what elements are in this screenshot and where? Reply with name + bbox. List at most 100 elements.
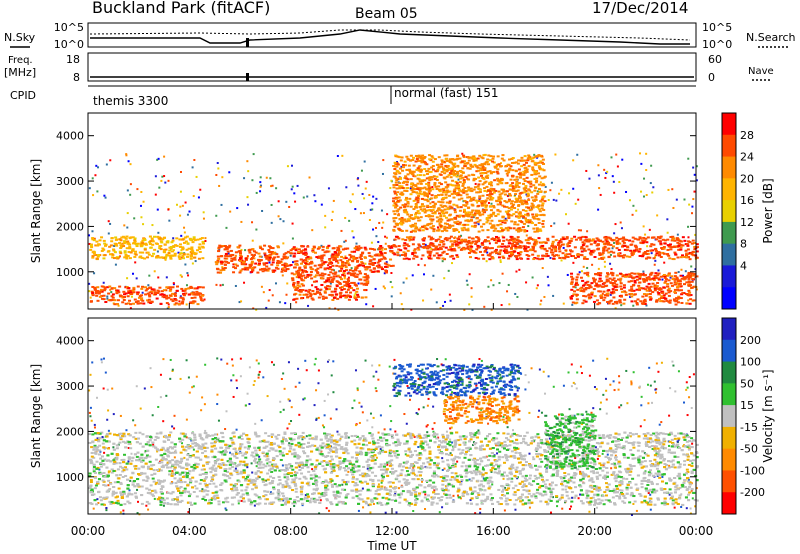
data-cell <box>477 183 481 186</box>
data-cell <box>481 243 485 246</box>
data-cell <box>651 282 655 285</box>
data-cell <box>639 300 643 303</box>
data-cell <box>687 256 691 259</box>
data-cell <box>112 257 116 260</box>
data-cell <box>531 216 535 219</box>
data-cell <box>592 280 596 283</box>
data-cell <box>342 280 346 283</box>
data-cell <box>468 249 472 252</box>
scatter-cell <box>111 494 114 497</box>
data-cell <box>408 171 412 174</box>
data-cell <box>429 257 433 260</box>
scatter-cell <box>347 436 350 439</box>
data-cell <box>185 235 189 238</box>
data-cell <box>393 201 397 204</box>
data-cell <box>171 254 175 257</box>
scatter-cell <box>379 447 382 450</box>
data-cell <box>677 296 681 299</box>
data-cell <box>625 255 629 258</box>
data-cell <box>501 242 505 245</box>
data-cell <box>516 223 520 226</box>
data-cell <box>518 212 522 215</box>
data-cell <box>336 246 340 249</box>
data-cell <box>652 278 656 281</box>
scatter-cell <box>270 221 273 224</box>
data-cell <box>265 265 269 268</box>
data-cell <box>189 238 193 241</box>
data-cell <box>224 254 228 257</box>
data-cell <box>411 243 415 246</box>
data-cell <box>135 243 139 246</box>
scatter-cell <box>231 358 234 361</box>
data-cell <box>439 183 443 186</box>
data-cell <box>477 176 481 179</box>
data-cell <box>399 159 403 162</box>
nsky-tick-high: 10^5 <box>54 21 84 34</box>
data-cell <box>432 204 436 207</box>
scatter-cell <box>543 295 546 298</box>
scatter-cell <box>384 242 387 245</box>
data-cell <box>115 303 119 306</box>
data-cell <box>457 188 461 191</box>
data-cell <box>596 243 600 246</box>
scatter-cell <box>260 184 263 187</box>
data-cell <box>232 271 236 274</box>
data-cell <box>418 190 422 193</box>
data-cell <box>442 168 446 171</box>
data-cell <box>473 213 477 216</box>
data-cell <box>518 213 522 216</box>
data-cell <box>307 257 311 260</box>
data-cell <box>496 224 500 227</box>
data-cell <box>422 205 426 208</box>
data-cell <box>420 205 424 208</box>
data-cell <box>568 249 572 252</box>
scatter-cell <box>639 152 642 155</box>
data-cell <box>486 219 490 222</box>
scatter-cell <box>321 424 324 427</box>
data-cell <box>512 213 516 216</box>
data-cell <box>198 250 202 253</box>
scatter-cell <box>423 264 426 267</box>
data-cell <box>668 243 672 246</box>
data-cell <box>498 210 502 213</box>
data-cell <box>336 253 340 256</box>
scatter-cell <box>550 181 553 184</box>
data-cell <box>425 228 429 231</box>
data-cell <box>302 249 306 252</box>
data-cell <box>461 188 465 191</box>
scatter-cell <box>244 249 247 252</box>
data-cell <box>453 211 457 214</box>
data-cell <box>554 239 558 242</box>
data-cell <box>455 240 459 243</box>
data-cell <box>615 247 619 250</box>
data-cell <box>587 287 591 290</box>
data-cell <box>643 274 647 277</box>
data-cell <box>302 252 306 255</box>
data-cell <box>523 249 527 252</box>
data-cell <box>660 300 664 303</box>
data-cell <box>682 276 686 279</box>
data-cell <box>541 222 545 225</box>
data-cell <box>182 241 186 244</box>
data-cell <box>300 275 304 278</box>
data-cell <box>192 293 196 296</box>
data-cell <box>339 259 343 262</box>
data-cell <box>602 256 606 259</box>
scatter-cell <box>279 400 282 403</box>
scatter-cell <box>258 455 261 458</box>
data-cell <box>546 254 550 257</box>
data-cell <box>395 165 399 168</box>
data-cell <box>273 256 277 259</box>
data-cell <box>317 246 321 249</box>
data-cell <box>457 193 461 196</box>
data-cell <box>485 204 489 207</box>
data-cell <box>628 239 632 242</box>
scatter-cell <box>668 444 671 447</box>
data-cell <box>412 208 416 211</box>
data-cell <box>398 217 402 220</box>
data-cell <box>393 244 397 247</box>
data-cell <box>582 247 586 250</box>
scatter-cell <box>562 246 565 249</box>
scatter-cell <box>178 300 181 303</box>
data-cell <box>395 223 399 226</box>
